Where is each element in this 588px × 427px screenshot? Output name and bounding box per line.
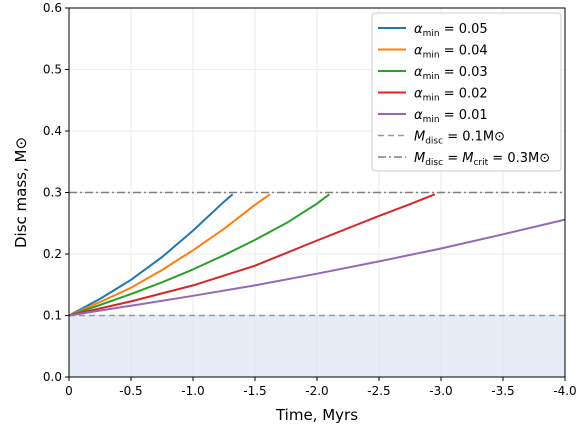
x-tick-label: -1.0 <box>181 384 204 398</box>
legend-label-1: αmin = 0.05 <box>414 22 488 39</box>
x-tick-label: -0.5 <box>119 384 142 398</box>
legend-label-3: αmin = 0.03 <box>414 65 488 82</box>
y-tick-label: 0.6 <box>43 1 62 15</box>
x-axis-label: Time, Myrs <box>275 406 358 424</box>
legend-label-4: αmin = 0.02 <box>414 87 488 104</box>
series-line-3 <box>68 193 330 317</box>
x-tick-label: -4.0 <box>553 384 576 398</box>
y-tick-label: 0.4 <box>43 124 62 138</box>
y-tick-label: 0.1 <box>43 309 62 323</box>
legend: αmin = 0.05 αmin = 0.04 αmin = 0.03 αmin = … <box>371 12 562 172</box>
legend-box <box>371 12 562 172</box>
x-tick-label: -3.0 <box>429 384 452 398</box>
x-tick-label: -3.5 <box>491 384 514 398</box>
x-tick-label: 0 <box>65 384 73 398</box>
legend-label-5: αmin = 0.01 <box>414 108 488 125</box>
legend-label-6: Mdisc = 0.1M⊙ <box>414 130 505 147</box>
series-line-1 <box>68 193 234 317</box>
series-line-2 <box>68 193 271 317</box>
series-line-4 <box>68 193 436 317</box>
x-tick-label: -2.5 <box>367 384 390 398</box>
y-tick-label: 0.2 <box>43 247 62 261</box>
series-line-5 <box>68 218 566 317</box>
y-tick-label: 0.5 <box>43 63 62 77</box>
y-tick-label: 0.0 <box>43 370 62 384</box>
legend-label-7: Mdisc = Mcrit = 0.3M⊙ <box>414 151 550 168</box>
legend-label-2: αmin = 0.04 <box>414 44 488 61</box>
x-tick-label: -2.0 <box>305 384 328 398</box>
x-tick-label: -1.5 <box>243 384 266 398</box>
y-axis-label: Disc mass, M⊙ <box>12 137 30 248</box>
y-tick-label: 0.3 <box>43 186 62 200</box>
